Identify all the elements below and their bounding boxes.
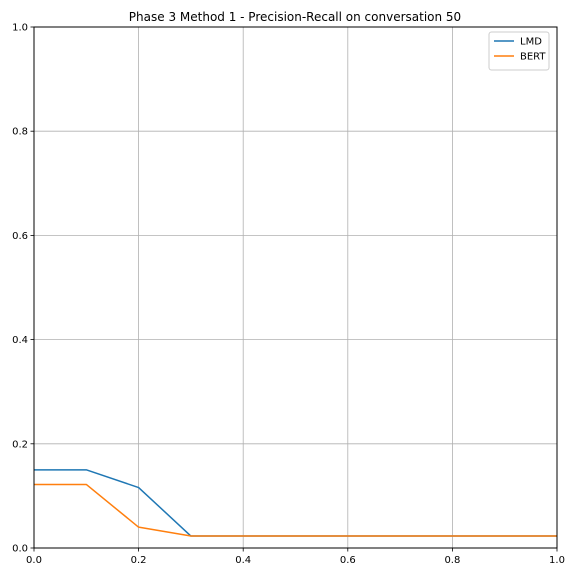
grid (33, 26, 558, 549)
x-tick-label: 0.0 (26, 555, 42, 566)
legend-label-lmd: LMD (520, 37, 542, 48)
chart-title: Phase 3 Method 1 - Precision-Recall on c… (129, 10, 461, 24)
series-line-lmd (34, 469, 557, 537)
series-layer (34, 469, 557, 537)
series-line-bert (34, 483, 557, 537)
legend-label-bert: BERT (520, 52, 546, 63)
axis-ticks: 0.0 0.2 0.4 0.6 0.8 1.0 0.0 0.2 0.4 0.6 0.8 1.0 (12, 23, 565, 567)
x-tick-label: 0.2 (131, 555, 147, 566)
y-tick-label: 0.0 (12, 544, 28, 555)
x-tick-label: 0.4 (235, 555, 251, 566)
y-tick-label: 1.0 (12, 23, 28, 34)
y-tick-label: 0.2 (12, 439, 28, 450)
x-tick-label: 0.8 (444, 555, 460, 566)
x-tick-label: 0.6 (340, 555, 356, 566)
x-tick-label: 1.0 (549, 555, 565, 566)
y-tick-label: 0.6 (12, 231, 28, 242)
legend: LMD BERT (488, 31, 550, 71)
y-tick-label: 0.8 (12, 127, 28, 138)
plot-frame (33, 26, 558, 549)
y-tick-label: 0.4 (12, 335, 28, 346)
